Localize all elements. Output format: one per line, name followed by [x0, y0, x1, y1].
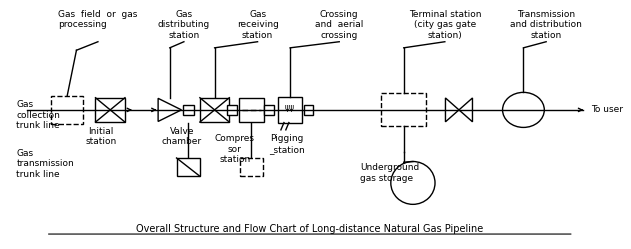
Text: Transmission
and distribution
station: Transmission and distribution station [510, 10, 582, 40]
Text: Gas
collection
trunk line: Gas collection trunk line [16, 100, 60, 130]
Bar [304, 105, 314, 115]
Text: Initial
station: Initial station [85, 127, 117, 146]
Polygon shape [445, 98, 473, 122]
Bar [381, 93, 427, 126]
Text: Gas
distributing
station: Gas distributing station [158, 10, 210, 40]
Text: Gas  field  or  gas
processing: Gas field or gas processing [58, 10, 138, 29]
Bar [95, 98, 125, 122]
Text: Underground
gas storage: Underground gas storage [360, 163, 420, 183]
Bar [183, 105, 194, 115]
Text: Compres
sor
station: Compres sor station [215, 134, 255, 164]
Text: Overall Structure and Flow Chart of Long-distance Natural Gas Pipeline: Overall Structure and Flow Chart of Long… [136, 224, 483, 234]
Text: Pigging
_station: Pigging _station [269, 134, 305, 154]
Bar [177, 158, 200, 176]
Bar [51, 96, 83, 124]
Text: Gas
receiving
station: Gas receiving station [237, 10, 278, 40]
Bar [227, 105, 237, 115]
Text: ψψ: ψψ [285, 103, 295, 112]
Text: Terminal station
(city gas gate
station): Terminal station (city gas gate station) [409, 10, 481, 40]
Bar [240, 158, 263, 176]
Ellipse shape [502, 92, 545, 127]
Bar [264, 105, 274, 115]
Polygon shape [158, 98, 182, 122]
Text: To user: To user [591, 105, 623, 114]
Bar [278, 97, 302, 123]
Text: Valve
chamber: Valve chamber [162, 127, 202, 146]
Text: Gas
transmission
trunk line: Gas transmission trunk line [16, 149, 74, 179]
Text: Crossing
and  aerial
crossing: Crossing and aerial crossing [315, 10, 363, 40]
Ellipse shape [391, 162, 435, 204]
Bar [200, 98, 229, 122]
Bar [239, 98, 264, 122]
